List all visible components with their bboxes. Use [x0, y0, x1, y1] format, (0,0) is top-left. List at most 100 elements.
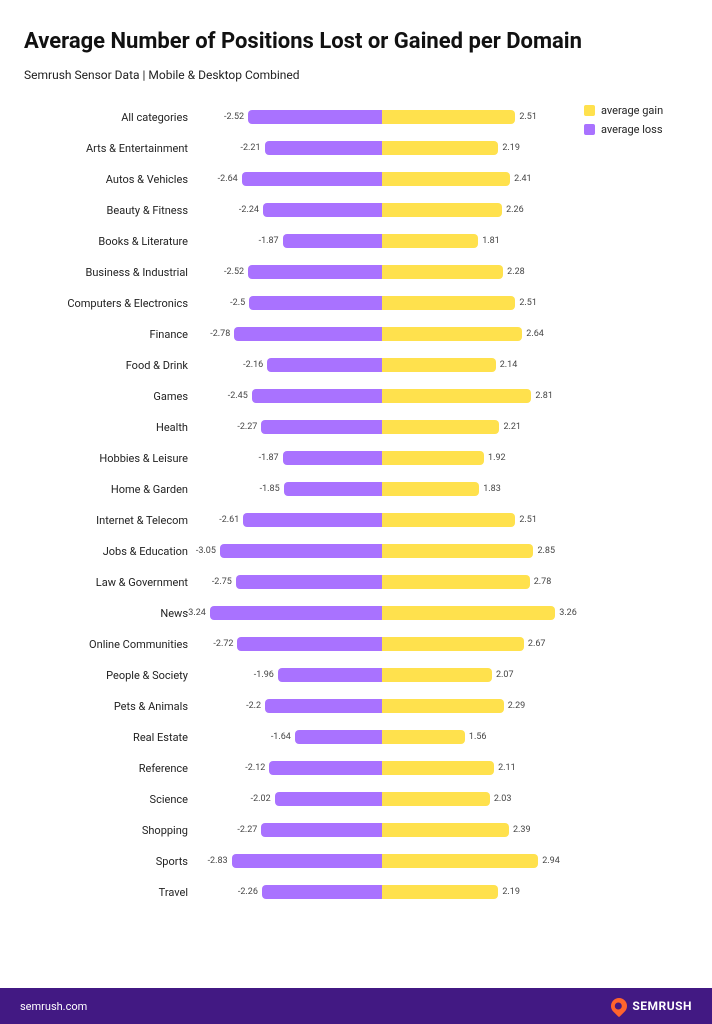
- loss-bar-wrap: -2.72: [237, 637, 382, 651]
- loss-bar-wrap: -2.16: [267, 358, 382, 372]
- loss-bar-wrap: -2.02: [275, 792, 382, 806]
- gain-value: 2.51: [515, 112, 541, 122]
- gain-value: 1.81: [478, 236, 504, 246]
- gain-bar: [382, 606, 555, 620]
- loss-bar-wrap: -1.85: [284, 482, 382, 496]
- bar-track: -1.962.07: [196, 660, 568, 691]
- gain-bar-wrap: 2.26: [382, 203, 502, 217]
- category-label: Finance: [24, 328, 196, 341]
- chart-row: Travel -2.262.19: [24, 877, 568, 908]
- loss-value: -2.02: [247, 794, 275, 804]
- gain-bar-wrap: 2.29: [382, 699, 504, 713]
- chart-row: Business & Industrial-2.522.28: [24, 257, 568, 288]
- loss-value: -2.2: [242, 701, 265, 711]
- gain-bar: [382, 544, 533, 558]
- loss-bar-wrap: -2.52: [248, 265, 382, 279]
- category-label: Law & Government: [24, 576, 196, 589]
- bar-track: -3.05 2.85: [196, 536, 568, 567]
- loss-value: -3.05: [192, 546, 220, 556]
- chart-subtitle: Semrush Sensor Data | Mobile & Desktop C…: [24, 68, 688, 82]
- gain-value: 2.81: [531, 391, 557, 401]
- chart-row: Internet & Telecom-2.612.51: [24, 505, 568, 536]
- category-label: Home & Garden: [24, 483, 196, 496]
- category-label: Health: [24, 421, 196, 434]
- loss-bar: [236, 575, 382, 589]
- category-label: News: [24, 607, 196, 620]
- loss-value: -1.85: [256, 484, 284, 494]
- gain-value: 2.21: [499, 422, 525, 432]
- gain-bar-wrap: 2.14: [382, 358, 496, 372]
- loss-value: -3.24: [182, 608, 210, 618]
- chart-row: Books & Literature-1.871.81: [24, 226, 568, 257]
- bar-track: -1.871.92: [196, 443, 568, 474]
- gain-bar: [382, 203, 502, 217]
- gain-value: 2.78: [530, 577, 556, 587]
- gain-bar-wrap: 2.19: [382, 885, 498, 899]
- loss-bar: [275, 792, 382, 806]
- chart-row: Jobs & Education-3.052.85: [24, 536, 568, 567]
- chart-row: Shopping-2.272.39: [24, 815, 568, 846]
- loss-bar: [284, 482, 382, 496]
- bar-track: -2.75 2.78: [196, 567, 568, 598]
- bar-track: -1.87 1.81: [196, 226, 568, 257]
- category-label: Real Estate: [24, 731, 196, 744]
- category-label: Online Communities: [24, 638, 196, 651]
- loss-bar-wrap: -2.27: [261, 420, 382, 434]
- bar-chart: All categories-2.522.51Arts & Entertainm…: [24, 102, 568, 977]
- loss-bar: [283, 451, 382, 465]
- loss-value: -1.87: [255, 236, 283, 246]
- loss-bar-wrap: -1.87: [283, 451, 382, 465]
- loss-value: -2.21: [237, 143, 265, 153]
- gain-value: 1.83: [479, 484, 505, 494]
- category-label: Jobs & Education: [24, 545, 196, 558]
- gain-bar: [382, 575, 530, 589]
- category-label: Science: [24, 793, 196, 806]
- category-label: Travel: [24, 886, 196, 899]
- gain-bar: [382, 792, 490, 806]
- loss-bar: [262, 885, 382, 899]
- chart-row: Computers & Electronics-2.52.51: [24, 288, 568, 319]
- bar-track: -2.52.51: [196, 288, 568, 319]
- loss-bar: [283, 234, 382, 248]
- gain-value: 3.26: [555, 608, 581, 618]
- category-label: Computers & Electronics: [24, 297, 196, 310]
- loss-bar-wrap: -1.96: [278, 668, 382, 682]
- loss-bar-wrap: -2.27: [261, 823, 382, 837]
- loss-bar: [261, 420, 382, 434]
- loss-bar: [278, 668, 382, 682]
- gain-bar-wrap: 2.94: [382, 854, 538, 868]
- loss-bar-wrap: -3.05: [220, 544, 382, 558]
- loss-bar: [265, 699, 382, 713]
- gain-bar-wrap: 2.11: [382, 761, 494, 775]
- bar-track: -2.2 2.29: [196, 691, 568, 722]
- bar-track: -2.78 2.64: [196, 319, 568, 350]
- gain-bar: [382, 110, 515, 124]
- gain-bar-wrap: 2.64: [382, 327, 522, 341]
- gain-value: 2.94: [538, 856, 564, 866]
- bar-track: -2.522.28: [196, 257, 568, 288]
- loss-bar-wrap: -2.75: [236, 575, 382, 589]
- gain-bar-wrap: 2.07: [382, 668, 492, 682]
- gain-value: 2.26: [502, 205, 528, 215]
- bar-track: -1.641.56: [196, 722, 568, 753]
- legend-label: average gain: [601, 104, 663, 117]
- loss-bar-wrap: -2.24: [263, 203, 382, 217]
- loss-bar-wrap: -2.26: [262, 885, 382, 899]
- gain-bar-wrap: 2.39: [382, 823, 509, 837]
- flame-icon: [608, 995, 631, 1018]
- legend-swatch: [584, 105, 595, 116]
- gain-bar: [382, 730, 465, 744]
- bar-track: -2.02 2.03: [196, 784, 568, 815]
- gain-value: 2.85: [533, 546, 559, 556]
- brand-logo: SEMRUSH: [611, 998, 692, 1014]
- gain-bar: [382, 513, 515, 527]
- gain-value: 2.03: [490, 794, 516, 804]
- gain-bar: [382, 668, 492, 682]
- loss-value: -2.78: [206, 329, 234, 339]
- gain-value: 2.19: [498, 143, 524, 153]
- chart-row: Games-2.452.81: [24, 381, 568, 412]
- legend-item: average gain: [584, 104, 688, 117]
- category-label: Business & Industrial: [24, 266, 196, 279]
- gain-bar-wrap: 2.21: [382, 420, 499, 434]
- chart-row: Law & Government -2.75 2.78: [24, 567, 568, 598]
